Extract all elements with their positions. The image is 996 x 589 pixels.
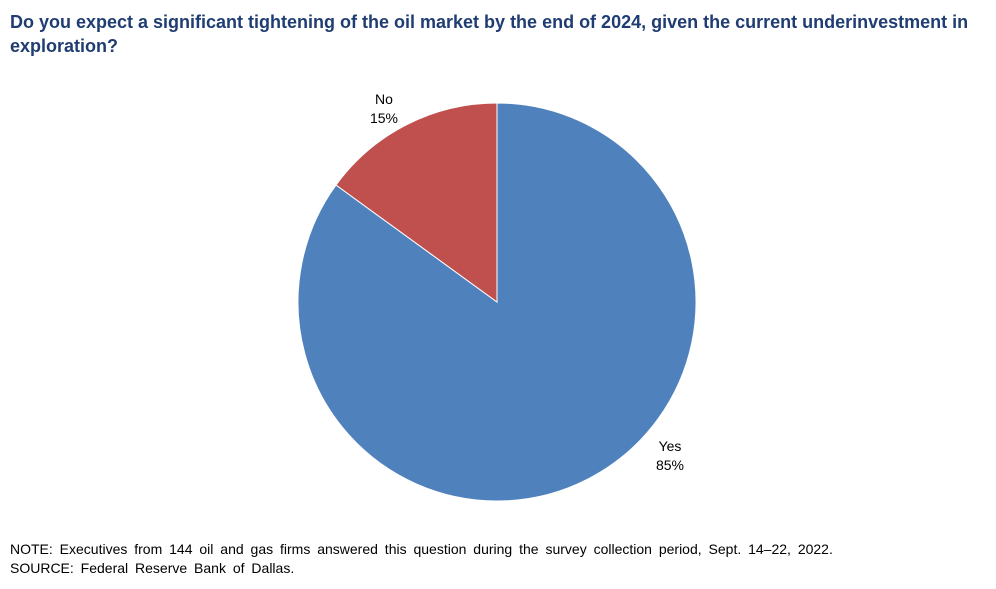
slice-label-yes-category: Yes <box>658 438 682 454</box>
slice-label-yes-value: 85% <box>655 457 685 473</box>
slice-label-no: No 15% <box>352 90 416 128</box>
pie-slice-no <box>335 102 498 303</box>
footer-note: NOTE: Executives from 144 oil and gas fi… <box>10 541 833 557</box>
slice-label-yes: Yes 85% <box>638 437 702 475</box>
footer-source: SOURCE: Federal Reserve Bank of Dallas. <box>10 560 295 576</box>
slice-label-no-category: No <box>375 91 393 107</box>
slice-label-no-value: 15% <box>369 110 399 126</box>
chart-title: Do you expect a significant tightening o… <box>10 12 969 56</box>
chart-footer: NOTE: Executives from 144 oil and gas fi… <box>10 540 980 578</box>
